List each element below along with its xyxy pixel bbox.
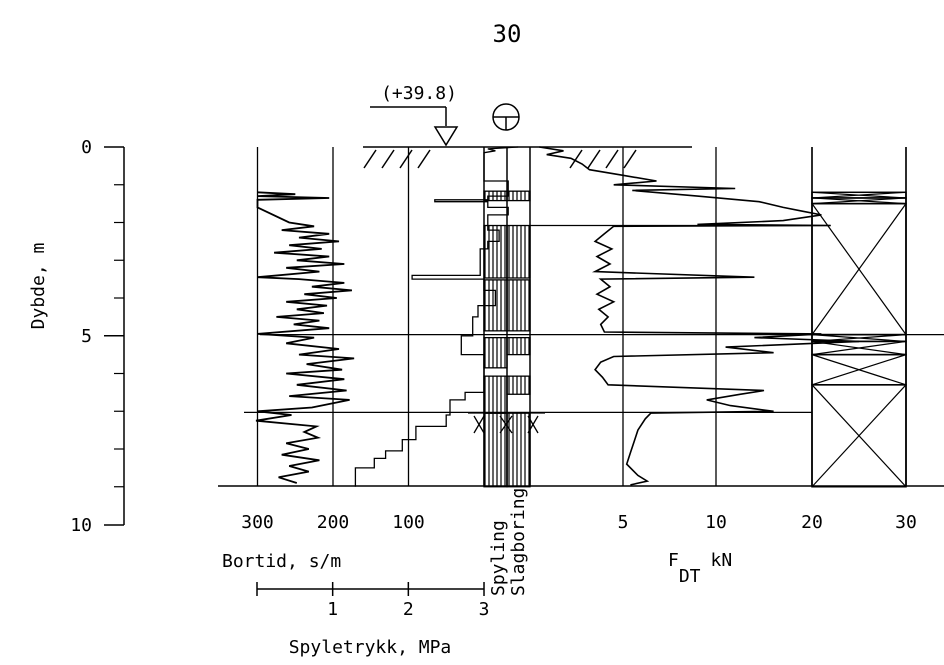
sample-box — [811, 202, 907, 336]
hatched-interval — [483, 336, 508, 369]
fdt-tick-label: 30 — [895, 512, 917, 533]
ground-hatch-right — [569, 149, 637, 169]
ground-surface — [363, 146, 692, 169]
elevation-triangle-icon — [433, 126, 459, 147]
sample-box-group — [811, 191, 907, 488]
elevation-label: (+39.8) — [381, 83, 457, 104]
page-number: 30 — [493, 20, 522, 48]
bortid-curve — [255, 191, 355, 484]
sample-boxes — [811, 147, 907, 488]
spyletrykk-ticks: 1 2 3 — [327, 582, 489, 620]
fdt-tick-label: 20 — [801, 512, 823, 533]
depth-tick-label: 5 — [81, 326, 92, 347]
water-level-markers — [468, 412, 545, 434]
fdt-curve — [539, 146, 860, 486]
slagboring-hatch — [506, 190, 531, 488]
bortid-tick-label: 300 — [241, 512, 274, 533]
spyletrykk-scale: 1 2 3 Spyletrykk, MPa — [256, 582, 489, 658]
hatched-interval — [483, 375, 508, 414]
hatched-interval — [506, 336, 531, 356]
drilling-columns: Spyling Slagboring — [468, 147, 545, 596]
depth-tick-label: 10 — [70, 515, 92, 536]
borehole-symbol-icon — [492, 103, 520, 131]
sample-box — [811, 353, 907, 386]
hatched-interval — [483, 190, 508, 202]
sample-box — [811, 333, 907, 343]
fdt-tick-label: 5 — [618, 512, 629, 533]
sample-box — [811, 197, 907, 205]
depth-ticks: 0 5 10 — [70, 137, 124, 536]
depth-axis-label: Dybde, m — [28, 243, 49, 330]
sample-box — [811, 191, 907, 199]
spyletrykk-tick-label: 3 — [479, 599, 490, 620]
fdt-axis-label: FDTkN — [668, 550, 732, 587]
bortid-tick-labels: 300 200 100 — [241, 512, 425, 533]
hatched-interval — [506, 375, 531, 395]
sample-box — [811, 340, 907, 356]
hatched-interval — [506, 224, 531, 279]
spyletrykk-tick-label: 1 — [327, 599, 338, 620]
spyletrykk-tick-label: 2 — [403, 599, 414, 620]
ground-hatch-left — [363, 149, 431, 169]
hatched-interval — [506, 279, 531, 332]
elevation-marker: (+39.8) — [370, 83, 459, 147]
bortid-axis-label: Bortid, s/m — [222, 551, 341, 572]
bortid-tick-label: 100 — [392, 512, 425, 533]
fdt-tick-label: 10 — [705, 512, 727, 533]
spyling-hatch — [483, 190, 508, 488]
hatched-interval — [506, 190, 531, 202]
slagboring-label: Slagboring — [508, 488, 529, 596]
hatched-interval — [483, 224, 508, 279]
bortid-tick-label: 200 — [317, 512, 350, 533]
hatched-interval — [483, 412, 508, 488]
hatched-interval — [483, 279, 508, 332]
sample-box — [811, 384, 907, 488]
depth-tick-label: 0 — [81, 137, 92, 158]
spyling-label: Spyling — [488, 520, 509, 596]
bortid-panel: 300 200 100 Bortid, s/m — [222, 146, 519, 572]
depth-axis: 0 5 10 Dybde, m — [28, 137, 125, 536]
hatched-interval — [506, 412, 531, 488]
fdt-tick-labels: 5 10 20 30 — [618, 512, 917, 533]
spyletrykk-axis-label: Spyletrykk, MPa — [289, 637, 452, 658]
